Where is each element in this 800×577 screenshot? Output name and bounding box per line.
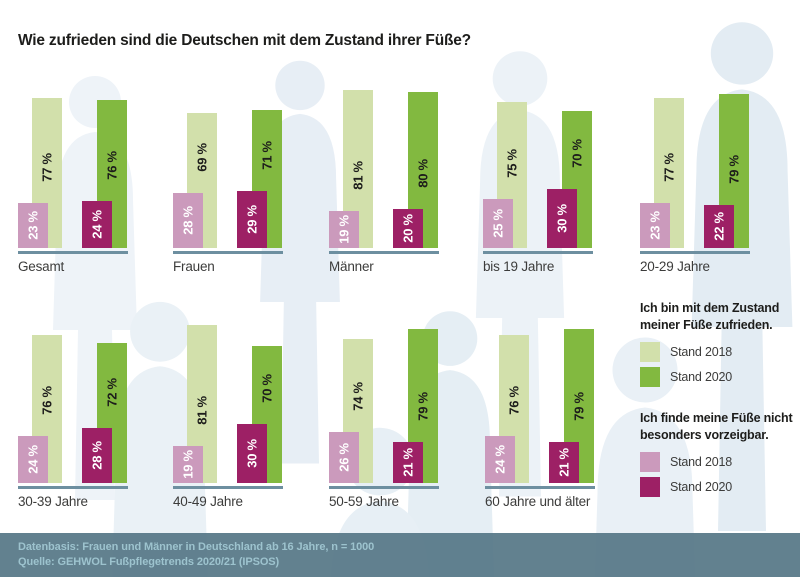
bar-not_presentable_2020: [82, 428, 112, 483]
bar-not_presentable_2018: [329, 211, 359, 248]
group-baseline: [173, 486, 283, 489]
bar-not_presentable_2020: [237, 424, 267, 483]
footer-source-line: Quelle: GEHWOL Fußpflegetrends 2020/21 (…: [18, 556, 280, 568]
chart-group-20-29-jahre: 77 % 23 % 79 % 22 % 20-29 Jahre: [640, 78, 772, 278]
legend-item-not-presentable-2018: Stand 2018: [640, 452, 798, 472]
legend-swatch-satisfied-2020-icon: [640, 367, 660, 387]
bar-not_presentable_2018: [18, 203, 48, 248]
chart-group-50-59-jahre: 74 % 26 % 79 % 21 % 50-59 Jahre: [329, 313, 461, 513]
group-baseline: [640, 251, 750, 254]
legend-block-not-presentable: Ich finde meine Füße nicht besonders vor…: [640, 410, 798, 497]
footer-databasis-line: Datenbasis: Frauen und Männer in Deutsch…: [18, 541, 375, 553]
bar-not_presentable_2020: [704, 205, 734, 248]
bar-not_presentable_2020: [82, 201, 112, 248]
group-baseline: [18, 486, 128, 489]
page-title: Wie zufrieden sind die Deutschen mit dem…: [18, 32, 471, 49]
group-label: bis 19 Jahre: [483, 259, 555, 274]
legend-item-satisfied-2020: Stand 2020: [640, 367, 798, 387]
group-label: 40-49 Jahre: [173, 494, 243, 509]
bar-not_presentable_2018: [173, 193, 203, 248]
group-label: Frauen: [173, 259, 215, 274]
source-footer: Datenbasis: Frauen und Männer in Deutsch…: [0, 533, 800, 577]
bar-not_presentable_2018: [173, 446, 203, 483]
legend: Ich bin mit dem Zustand meiner Füße zufr…: [640, 300, 798, 502]
group-baseline: [173, 251, 283, 254]
chart-group-40-49-jahre: 81 % 19 % 70 % 30 % 40-49 Jahre: [173, 313, 305, 513]
group-baseline: [485, 486, 595, 489]
bar-not_presentable_2018: [640, 203, 670, 248]
legend-item-label: Stand 2018: [670, 345, 732, 359]
bar-not_presentable_2020: [547, 189, 577, 248]
chart-group-frauen: 69 % 28 % 71 % 29 % Frauen: [173, 78, 305, 278]
chart-group-männer: 81 % 19 % 80 % 20 % Männer: [329, 78, 461, 278]
chart-group-gesamt: 77 % 23 % 76 % 24 % Gesamt: [18, 78, 150, 278]
legend-block-satisfied: Ich bin mit dem Zustand meiner Füße zufr…: [640, 300, 798, 387]
legend-item-label: Stand 2020: [670, 370, 732, 384]
chart-group-30-39-jahre: 76 % 24 % 72 % 28 % 30-39 Jahre: [18, 313, 150, 513]
group-label: 30-39 Jahre: [18, 494, 88, 509]
chart-group-bis-19-jahre: 75 % 25 % 70 % 30 % bis 19 Jahre: [483, 78, 615, 278]
legend-swatch-not-presentable-2018-icon: [640, 452, 660, 472]
legend-swatch-satisfied-2018-icon: [640, 342, 660, 362]
group-label: Männer: [329, 259, 374, 274]
bar-not_presentable_2020: [237, 191, 267, 248]
legend-item-label: Stand 2020: [670, 480, 732, 494]
bar-not_presentable_2018: [485, 436, 515, 483]
bar-not_presentable_2018: [329, 432, 359, 483]
bar-not_presentable_2020: [549, 442, 579, 483]
bar-not_presentable_2018: [483, 199, 513, 248]
legend-item-not-presentable-2020: Stand 2020: [640, 477, 798, 497]
bar-not_presentable_2020: [393, 209, 423, 248]
legend-heading-satisfied: Ich bin mit dem Zustand meiner Füße zufr…: [640, 301, 780, 332]
chart-group-60-jahre-und-älter: 76 % 24 % 79 % 21 % 60 Jahre und älter: [485, 313, 617, 513]
group-baseline: [483, 251, 593, 254]
legend-item-satisfied-2018: Stand 2018: [640, 342, 798, 362]
legend-swatch-not-presentable-2020-icon: [640, 477, 660, 497]
group-baseline: [18, 251, 128, 254]
bar-not_presentable_2018: [18, 436, 48, 483]
bar-not_presentable_2020: [393, 442, 423, 483]
group-baseline: [329, 486, 439, 489]
group-baseline: [329, 251, 439, 254]
group-label: 60 Jahre und älter: [485, 494, 591, 509]
group-label: 20-29 Jahre: [640, 259, 710, 274]
group-label: 50-59 Jahre: [329, 494, 399, 509]
group-label: Gesamt: [18, 259, 65, 274]
legend-heading-not-presentable: Ich finde meine Füße nicht besonders vor…: [640, 411, 793, 442]
legend-item-label: Stand 2018: [670, 455, 732, 469]
